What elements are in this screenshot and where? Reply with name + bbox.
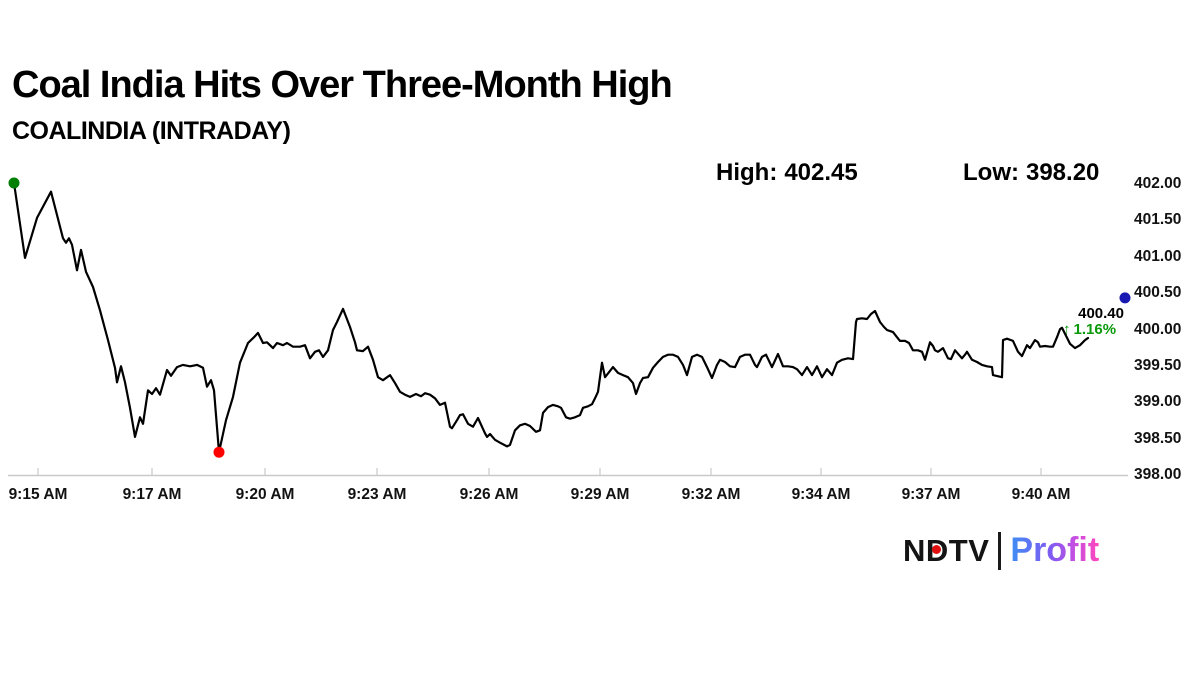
start-marker (8, 177, 20, 189)
last-price-label: 400.40 (1078, 305, 1124, 322)
x-tick-label: 9:17 AM (122, 486, 182, 503)
change-percent-value: 1.16% (1073, 321, 1117, 338)
high-stat: High: 402.45 (716, 159, 858, 187)
y-tick-label: 399.00 (1134, 393, 1182, 410)
x-tick-label: 9:37 AM (901, 486, 961, 503)
y-tick-label: 398.50 (1134, 430, 1182, 447)
profit-wordmark: Profit (1010, 531, 1100, 569)
change-percent-label: ↑ 1.16% (1063, 321, 1116, 338)
price-line (12, 181, 1090, 454)
x-tick-label: 9:40 AM (1011, 486, 1071, 503)
y-tick-label: 402.00 (1134, 175, 1182, 192)
page-title: Coal India Hits Over Three-Month High (12, 64, 673, 106)
y-tick-label: 401.50 (1134, 211, 1182, 228)
up-arrow-icon: ↑ (1063, 321, 1071, 338)
ndtv-text: NDTV (903, 532, 990, 568)
logo-divider (998, 531, 1002, 570)
y-tick-label: 400.00 (1134, 321, 1182, 338)
high-value: 402.45 (784, 159, 858, 186)
last-marker (1119, 292, 1131, 304)
low-stat: Low: 398.20 (963, 159, 1099, 187)
x-tick-label: 9:20 AM (235, 486, 295, 503)
ndtv-red-dot-icon (932, 544, 941, 554)
symbol-subtitle: COALINDIA (INTRADAY) (12, 117, 291, 145)
low-label: Low: (963, 159, 1019, 186)
y-tick-label: 400.50 (1134, 284, 1182, 301)
x-tick-label: 9:34 AM (791, 486, 851, 503)
ndtv-wordmark: NDTV (903, 533, 989, 569)
ndtv-profit-logo: NDTV Profit (903, 531, 1099, 570)
high-label: High: (716, 159, 778, 186)
low-marker (213, 446, 225, 458)
y-tick-label: 401.00 (1134, 248, 1182, 265)
x-tick-label: 9:29 AM (570, 486, 630, 503)
x-tick-label: 9:32 AM (681, 486, 741, 503)
y-tick-label: 399.50 (1134, 357, 1182, 374)
x-tick-label: 9:26 AM (459, 486, 519, 503)
y-tick-label: 398.00 (1134, 466, 1182, 483)
x-tick-label: 9:23 AM (347, 486, 407, 503)
low-value: 398.20 (1025, 159, 1100, 186)
x-tick-label: 9:15 AM (8, 486, 68, 503)
